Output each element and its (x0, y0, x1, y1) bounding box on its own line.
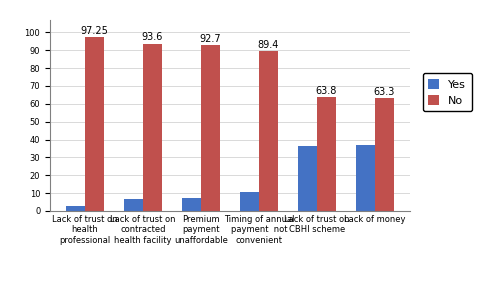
Bar (240, 192, 259, 211)
Text: 63.3: 63.3 (374, 87, 395, 97)
Bar (317, 97, 336, 211)
Bar (124, 200, 143, 211)
Text: 92.7: 92.7 (200, 34, 221, 44)
Bar (85, 37, 103, 211)
Bar (182, 198, 201, 211)
Bar (375, 98, 394, 211)
Text: 97.25: 97.25 (80, 26, 108, 36)
Text: 89.4: 89.4 (258, 40, 279, 50)
Bar (356, 145, 375, 211)
Legend: Yes, No: Yes, No (423, 73, 472, 111)
Bar (201, 46, 220, 211)
Bar (66, 206, 85, 211)
Bar (259, 51, 278, 211)
Text: 63.8: 63.8 (316, 86, 337, 95)
Bar (143, 44, 162, 211)
Text: 93.6: 93.6 (142, 32, 163, 42)
Bar (298, 146, 317, 211)
